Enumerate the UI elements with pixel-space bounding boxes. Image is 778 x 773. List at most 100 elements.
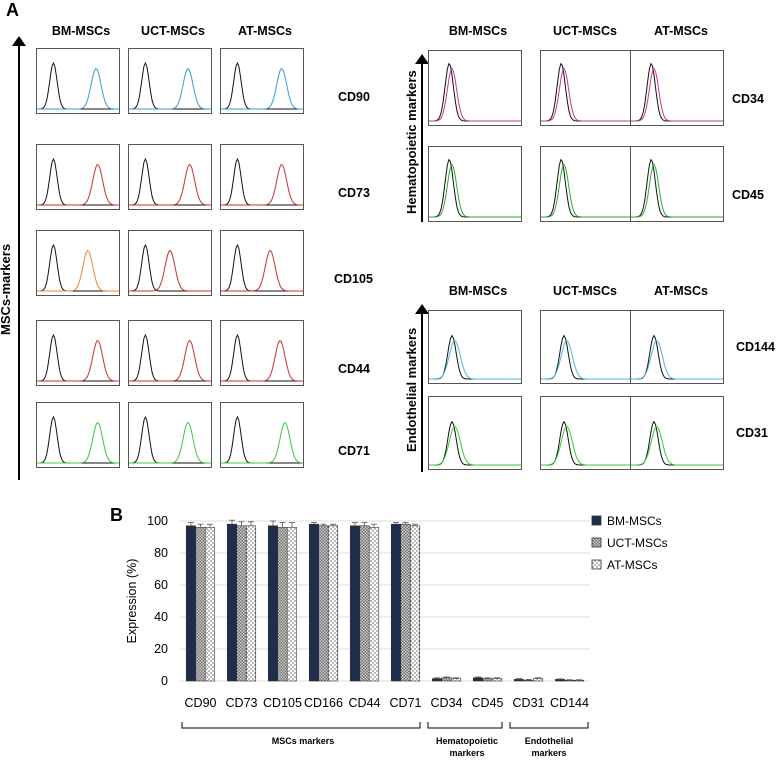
bar-at-mscs-cd73	[245, 525, 257, 682]
legend-label-uct-mscs: UCT-MSCs	[607, 536, 668, 550]
marker-curve	[129, 340, 211, 382]
marker-curve	[541, 425, 633, 466]
hemato-col-header-bm: BM-MSCs	[448, 24, 508, 38]
isotype-control-curve	[129, 415, 211, 464]
marker-curve	[129, 67, 211, 110]
bar-bm-mscs-cd45	[472, 677, 484, 682]
hemato-col-header-uct: UCT-MSCs	[553, 24, 617, 38]
marker-curve	[221, 249, 303, 292]
x-tick-label: CD31	[513, 696, 545, 710]
bar-at-mscs-cd45	[491, 678, 503, 682]
endo-col-header-bm: BM-MSCs	[448, 284, 508, 298]
endo-axis-line	[421, 310, 423, 472]
marker-curve	[221, 421, 303, 464]
marker-curve	[221, 68, 303, 110]
marker-curve	[129, 249, 211, 292]
marker-curve	[631, 163, 723, 218]
panel-a-letter: A	[6, 0, 19, 20]
marker-curve	[37, 67, 119, 110]
marker-curve	[429, 425, 521, 466]
marker-curve	[129, 421, 211, 464]
histogram-cd105-1	[128, 230, 212, 296]
bar-bm-mscs-cd31	[513, 679, 525, 682]
bar-bm-mscs-cd166	[308, 523, 320, 682]
histogram-cd71-2	[220, 402, 304, 468]
msc-axis-arrow-icon	[12, 36, 26, 46]
marker-curve	[541, 339, 633, 380]
y-tick-label: 80	[154, 546, 168, 560]
marker-curve	[221, 339, 303, 382]
histogram-cd34-0	[428, 50, 522, 126]
legend-label-at-mscs: AT-MSCs	[607, 558, 657, 572]
marker-curve	[221, 164, 303, 206]
bracket-msc	[181, 722, 421, 729]
row-label-cd34: CD34	[732, 92, 764, 106]
histogram-cd105-2	[220, 230, 304, 296]
bar-uct-mscs-cd144	[564, 679, 575, 682]
bar-bm-mscs-cd105	[267, 525, 279, 682]
col-header-bm: BM-MSCs	[51, 24, 111, 38]
bar-at-mscs-cd44	[368, 527, 380, 682]
isotype-control-curve	[429, 420, 521, 466]
endo-axis-label: Endothelial markers	[404, 327, 419, 452]
isotype-control-curve	[37, 61, 119, 110]
row-label-cd45: CD45	[732, 188, 764, 202]
histogram-cd45-2	[630, 146, 724, 222]
x-tick-label: CD90	[185, 696, 217, 710]
isotype-control-curve	[221, 243, 303, 292]
bar-uct-mscs-cd71	[400, 523, 411, 682]
x-tick-label: CD144	[550, 696, 589, 710]
histogram-cd44-2	[220, 320, 304, 386]
row-label-cd105: CD105	[334, 272, 373, 286]
row-label-cd144: CD144	[736, 340, 775, 354]
x-tick-label: CD44	[349, 696, 381, 710]
histogram-cd44-0	[36, 320, 120, 386]
x-tick-label: CD105	[263, 696, 302, 710]
histogram-cd34-1	[540, 50, 634, 126]
histogram-cd90-1	[128, 48, 212, 114]
y-tick-label: 100	[147, 514, 168, 528]
row-label-cd73: CD73	[338, 186, 370, 200]
bar-at-mscs-cd166	[327, 525, 339, 682]
row-label-cd31: CD31	[736, 426, 768, 440]
histogram-cd45-1	[540, 146, 634, 222]
x-tick-label: CD34	[431, 696, 463, 710]
row-label-cd71: CD71	[338, 444, 370, 458]
group-label-hemato-1: Hematopoietic	[436, 736, 498, 746]
row-label-cd44: CD44	[338, 362, 370, 376]
panel-b-letter: B	[110, 505, 123, 525]
bar-uct-mscs-cd73	[236, 525, 247, 682]
marker-curve	[37, 422, 119, 464]
histogram-cd31-1	[540, 396, 634, 470]
isotype-control-curve	[631, 334, 723, 380]
bar-bm-mscs-cd34	[431, 678, 443, 682]
marker-curve	[429, 163, 521, 218]
group-label-endo-2: markers	[531, 748, 566, 758]
marker-curve	[541, 163, 633, 218]
legend-swatch-uct-mscs	[591, 537, 602, 548]
bar-bm-mscs-cd44	[349, 525, 361, 682]
isotype-control-curve	[541, 334, 633, 380]
bar-at-mscs-cd90	[204, 527, 216, 682]
histogram-cd31-2	[630, 396, 724, 470]
marker-curve	[37, 164, 119, 206]
bracket-hemato	[427, 722, 503, 729]
histogram-cd105-0	[36, 230, 120, 296]
legend-swatch-at-mscs	[591, 559, 602, 570]
hemato-axis-arrow-icon	[415, 54, 429, 64]
msc-axis-label: MSCs-markers	[0, 243, 13, 335]
histogram-cd73-0	[36, 144, 120, 210]
bar-uct-mscs-cd90	[195, 527, 206, 682]
histogram-cd45-0	[428, 146, 522, 222]
marker-curve	[37, 340, 119, 382]
isotype-control-curve	[541, 420, 633, 466]
bar-bm-mscs-cd73	[226, 523, 238, 682]
histogram-cd73-2	[220, 144, 304, 210]
group-label-msc: MSCs markers	[272, 736, 335, 746]
hemato-col-header-at: AT-MSCs	[654, 24, 708, 38]
y-axis-label: Expression (%)	[125, 559, 139, 644]
bar-uct-mscs-cd34	[441, 677, 452, 682]
y-tick-label: 20	[154, 642, 168, 656]
marker-curve	[631, 425, 723, 466]
